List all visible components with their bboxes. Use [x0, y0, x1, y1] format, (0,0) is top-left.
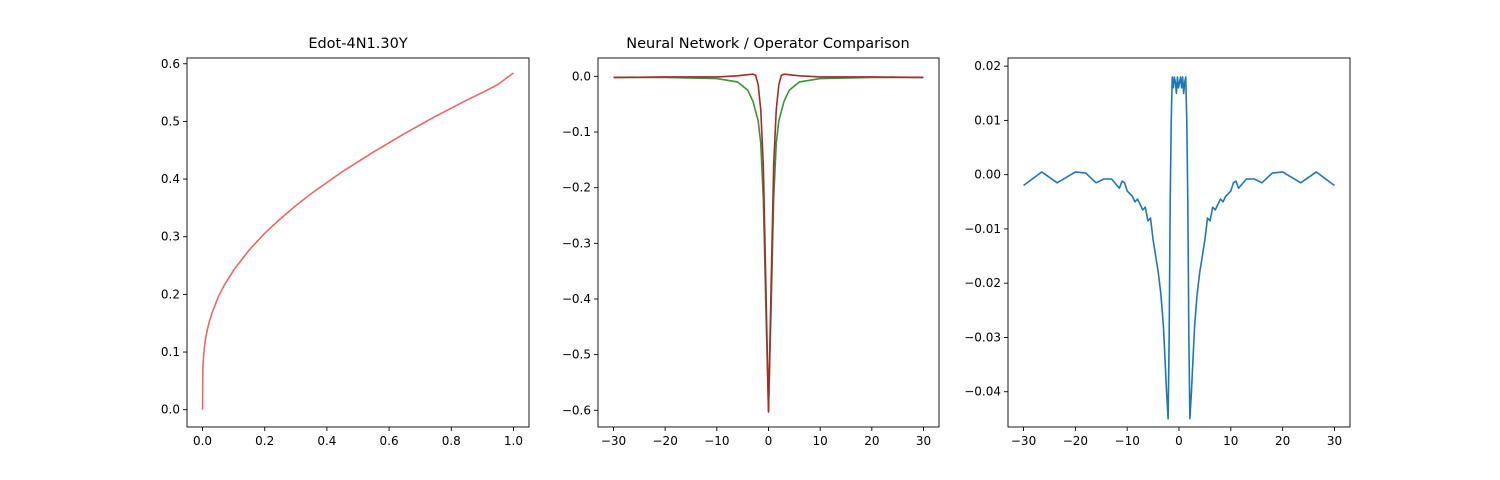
y-tick-label: −0.02 [964, 276, 1001, 290]
y-tick-label: 0.4 [161, 172, 180, 186]
series-line-0 [1023, 76, 1335, 420]
x-tick-label: 30 [1327, 434, 1342, 448]
series-line-0 [201, 72, 514, 410]
y-tick-label: −0.5 [562, 348, 591, 362]
y-tick-label: −0.3 [562, 236, 591, 250]
y-tick-label: −0.01 [964, 222, 1001, 236]
x-tick-label: −30 [1011, 434, 1036, 448]
y-tick-label: 0.2 [161, 287, 180, 301]
x-tick-label: 30 [916, 434, 931, 448]
x-tick-label: 1.0 [504, 434, 523, 448]
x-tick-label: 10 [813, 434, 828, 448]
x-tick-label: 0.8 [442, 434, 461, 448]
y-tick-label: 0.01 [974, 113, 1001, 127]
left-panel: Edot-4N1.30Y 0.0 0.2 0.4 0.6 0.8 1.0 0.0 0.1 0.2… [161, 36, 530, 448]
series-line-1 [613, 73, 924, 413]
x-tick-label: 0.4 [317, 434, 336, 448]
x-tick-label: −20 [1063, 434, 1088, 448]
y-tick-label: −0.6 [562, 403, 591, 417]
y-tick-label: 0.3 [161, 230, 180, 244]
x-tick-label: 20 [864, 434, 879, 448]
x-tick-label: 0 [1175, 434, 1183, 448]
x-tick-label: −10 [1115, 434, 1140, 448]
x-tick-label: 0 [765, 434, 773, 448]
x-tick-label: 0.6 [380, 434, 399, 448]
y-tick-label: −0.03 [964, 330, 1001, 344]
y-tick-label: −0.4 [562, 292, 591, 306]
x-tick-label: −30 [601, 434, 626, 448]
y-tick-label: 0.5 [161, 114, 180, 128]
right-panel: −30 −20 −10 0 10 20 30 0.02 0.01 0.00 −0.01 −0.02 −0… [964, 57, 1351, 448]
middle-panel-title: Neural Network / Operator Comparison [626, 36, 909, 52]
y-tick-label: 0.6 [161, 57, 180, 71]
y-tick-label: 0.1 [161, 345, 180, 359]
y-tick-label: −0.04 [964, 385, 1001, 399]
x-tick-label: 0.2 [255, 434, 274, 448]
left-panel-title: Edot-4N1.30Y [308, 36, 408, 52]
y-tick-label: 0.00 [974, 168, 1001, 182]
x-tick-label: 10 [1223, 434, 1238, 448]
x-tick-label: 20 [1275, 434, 1290, 448]
y-tick-label: 0.02 [974, 59, 1001, 73]
y-tick-label: 0.0 [161, 403, 180, 417]
x-tick-label: −10 [704, 434, 729, 448]
y-tick-label: −0.2 [562, 181, 591, 195]
y-tick-label: −0.1 [562, 125, 591, 139]
y-tick-label: 0.0 [572, 69, 591, 83]
axes-frame [186, 57, 530, 428]
x-tick-label: −20 [653, 434, 678, 448]
x-tick-label: 0.0 [193, 434, 212, 448]
middle-panel: Neural Network / Operator Comparison −30… [562, 36, 940, 448]
